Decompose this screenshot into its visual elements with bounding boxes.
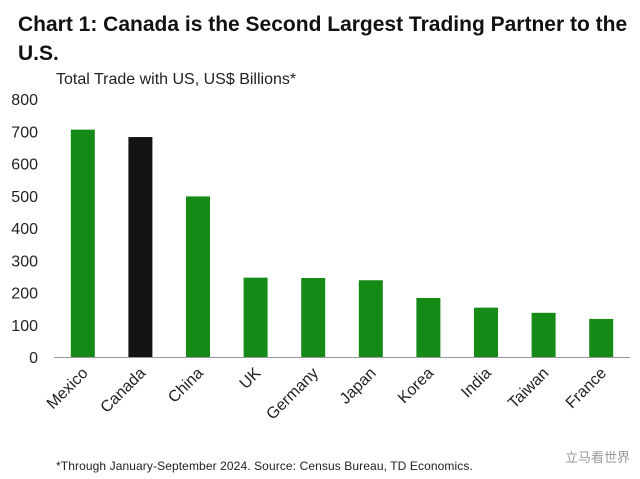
chart-title: Chart 1: Canada is the Second Largest Tr… bbox=[18, 13, 628, 65]
y-tick-label: 100 bbox=[11, 318, 38, 335]
bar-canada bbox=[128, 137, 153, 357]
y-axis: 0 100 200 300 400 500 600 700 800 bbox=[11, 92, 38, 367]
chart-subtitle: Total Trade with US, US$ Billions* bbox=[56, 71, 297, 88]
bar-mexico bbox=[70, 129, 95, 357]
x-tick-label-china: China bbox=[165, 365, 207, 407]
bar-france bbox=[589, 318, 614, 357]
y-tick-label: 800 bbox=[11, 92, 38, 109]
x-tick-label-germany: Germany bbox=[263, 365, 322, 424]
y-tick-label: 200 bbox=[11, 286, 38, 303]
bar-japan bbox=[358, 280, 383, 357]
x-tick-label-korea: Korea bbox=[395, 365, 437, 407]
y-tick-label: 600 bbox=[11, 157, 38, 174]
x-tick-label-uk: UK bbox=[237, 365, 265, 393]
bar-india bbox=[474, 307, 498, 357]
y-tick-label: 0 bbox=[29, 350, 38, 367]
x-tick-label-canada: Canada bbox=[98, 365, 150, 417]
y-tick-label: 400 bbox=[11, 221, 38, 238]
bar-korea bbox=[416, 297, 441, 357]
x-tick-label-taiwan: Taiwan bbox=[505, 365, 552, 412]
y-tick-label: 500 bbox=[11, 189, 38, 206]
x-axis: Mexico Canada China UK Germany Japan Korea Indi… bbox=[44, 365, 610, 424]
x-tick-label-france: France bbox=[563, 365, 610, 412]
bar-china bbox=[186, 196, 210, 357]
x-tick-label-mexico: Mexico bbox=[44, 365, 92, 413]
bar-uk bbox=[243, 277, 268, 357]
x-tick-label-india: India bbox=[458, 365, 495, 402]
bar-germany bbox=[301, 277, 326, 357]
x-tick-label-japan: Japan bbox=[337, 365, 380, 408]
bars bbox=[70, 129, 614, 357]
y-tick-label: 300 bbox=[11, 253, 38, 270]
bar-taiwan bbox=[531, 312, 556, 357]
footnote: *Through January-September 2024. Source:… bbox=[56, 459, 473, 473]
y-tick-label: 700 bbox=[11, 124, 38, 141]
watermark: 立马看世界 bbox=[564, 450, 630, 465]
